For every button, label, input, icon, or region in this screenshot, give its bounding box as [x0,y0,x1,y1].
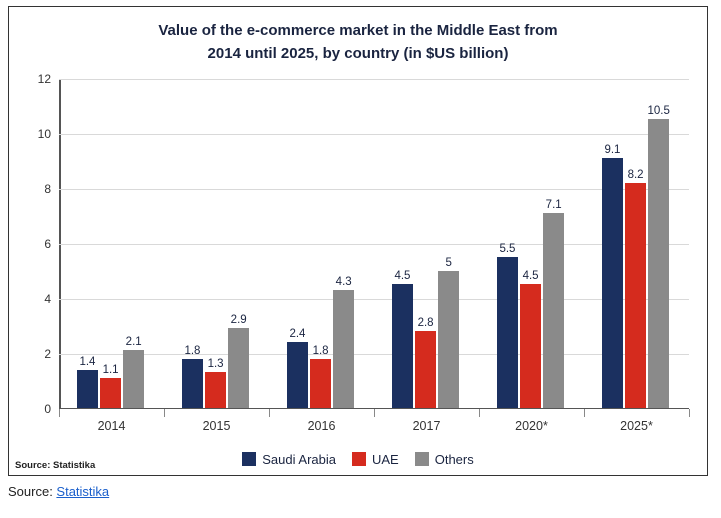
grid-line [59,189,689,190]
bar [543,213,564,408]
bar-value-label: 1.8 [313,345,329,357]
legend-label: Others [435,452,474,467]
bar [310,359,331,409]
y-tick-label: 10 [23,127,51,141]
bar [77,370,98,409]
x-separator [59,409,60,417]
bar [100,378,121,408]
legend-label: Saudi Arabia [262,452,336,467]
bar-value-label: 1.4 [79,356,95,368]
bar [497,257,518,408]
bar-value-label: 10.5 [647,105,669,117]
bar-value-label: 5.5 [499,243,515,255]
legend-swatch [352,452,366,466]
plot-area: 02468101220141.41.12.120151.81.32.920162… [59,79,689,409]
y-tick-label: 0 [23,402,51,416]
bar-value-label: 5 [445,257,451,269]
title-line-2: 2014 until 2025, by country (in $US bill… [208,45,509,62]
title-line-1: Value of the e-commerce market in the Mi… [158,22,557,39]
x-tick-label: 2025* [620,419,653,433]
y-tick-label: 2 [23,347,51,361]
bar [287,342,308,408]
bar-value-label: 4.3 [336,276,352,288]
bar-value-label: 4.5 [394,270,410,282]
bar-value-label: 1.3 [208,358,224,370]
bar [602,158,623,408]
x-separator [164,409,165,417]
x-separator [269,409,270,417]
bar [648,119,669,408]
bar-value-label: 2.1 [126,336,142,348]
outer-source: Source: Statistika [8,484,109,499]
y-tick-label: 8 [23,182,51,196]
x-separator [479,409,480,417]
bar-value-label: 1.8 [184,345,200,357]
legend-item: Others [415,452,474,467]
y-tick-label: 6 [23,237,51,251]
grid-line [59,134,689,135]
x-separator [584,409,585,417]
bar [333,290,354,408]
bar-value-label: 2.4 [289,328,305,340]
bar [520,284,541,408]
bar-value-label: 9.1 [604,144,620,156]
x-tick-label: 2017 [413,419,441,433]
legend-item: Saudi Arabia [242,452,336,467]
bar-value-label: 2.9 [231,314,247,326]
grid-line [59,299,689,300]
chart-title: Value of the e-commerce market in the Mi… [9,7,707,74]
legend-swatch [242,452,256,466]
x-separator [374,409,375,417]
x-tick-label: 2015 [203,419,231,433]
x-tick-label: 2020* [515,419,548,433]
grid-line [59,244,689,245]
x-separator [689,409,690,417]
bar [392,284,413,408]
bar [438,271,459,409]
y-tick-label: 12 [23,72,51,86]
legend: Saudi Arabia UAE Others [9,452,707,470]
bar-value-label: 8.2 [628,169,644,181]
bar-value-label: 7.1 [546,199,562,211]
inner-source-label: Source: Statistika [15,460,95,471]
outer-source-prefix: Source: [8,484,56,499]
legend-label: UAE [372,452,399,467]
bar [182,359,203,409]
bar [123,350,144,408]
bar-value-label: 4.5 [523,270,539,282]
bar [415,331,436,408]
chart-frame: Value of the e-commerce market in the Mi… [8,6,708,476]
bar-value-label: 2.8 [418,317,434,329]
bar [625,183,646,409]
y-tick-label: 4 [23,292,51,306]
source-link[interactable]: Statistika [56,484,109,499]
legend-item: UAE [352,452,399,467]
bar [228,328,249,408]
x-tick-label: 2016 [308,419,336,433]
x-tick-label: 2014 [98,419,126,433]
legend-swatch [415,452,429,466]
grid-line [59,79,689,80]
bar-value-label: 1.1 [103,364,119,376]
bar [205,372,226,408]
grid-line [59,354,689,355]
